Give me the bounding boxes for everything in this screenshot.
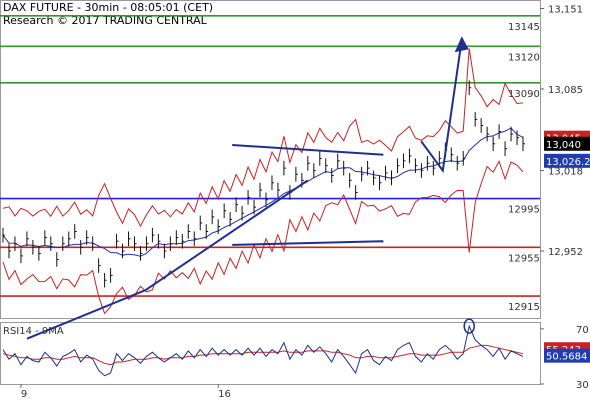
- value-tag: [544, 153, 590, 168]
- value-tag-label: 13,040: [546, 140, 581, 151]
- trendline: [26, 289, 147, 340]
- projection-arrow: [420, 40, 463, 174]
- level-label: 13090: [508, 89, 540, 100]
- projection-arrowhead: [454, 36, 469, 53]
- level-label: 13145: [508, 22, 540, 33]
- level-label: 12915: [508, 302, 540, 313]
- y-tick-label: 13,151: [548, 5, 583, 16]
- trendline: [232, 143, 384, 156]
- y-tick-label: 12,952: [548, 247, 583, 258]
- x-tick-label: 16: [218, 389, 231, 400]
- level-label: 12995: [508, 205, 540, 216]
- level-label: 13120: [508, 52, 540, 63]
- x-tick-label: 9: [21, 389, 27, 400]
- chart-copyright: Research © 2017 TRADING CENTRAL: [3, 14, 207, 27]
- rsi-peak-marker: [463, 318, 475, 334]
- rsi-value-tag: [544, 348, 590, 363]
- rsi-panel-frame: [0, 322, 541, 385]
- chart-title: DAX FUTURE - 30min - 08:05:01 (CET): [3, 1, 214, 14]
- main-panel-frame: [0, 0, 541, 319]
- y-tick-label: 13,018: [548, 167, 583, 178]
- rsi-tick-label: 70: [576, 325, 589, 336]
- trendline: [232, 240, 384, 246]
- level-label: 12955: [508, 253, 540, 264]
- rsi-tick-label: 30: [576, 380, 589, 391]
- rsi-title: RSI14 - 9MA: [3, 326, 64, 337]
- rsi-line: [2, 324, 524, 377]
- rsi-value-tag-label: 50.5684: [546, 352, 587, 363]
- value-tag-label: 13,026.2: [546, 157, 590, 168]
- value-tag: [544, 136, 590, 151]
- y-tick-label: 13,085: [548, 85, 583, 96]
- moving-average-line: [2, 127, 524, 257]
- upper-band-line: [2, 48, 524, 228]
- lower-band-line: [2, 160, 524, 315]
- trendline: [145, 179, 309, 291]
